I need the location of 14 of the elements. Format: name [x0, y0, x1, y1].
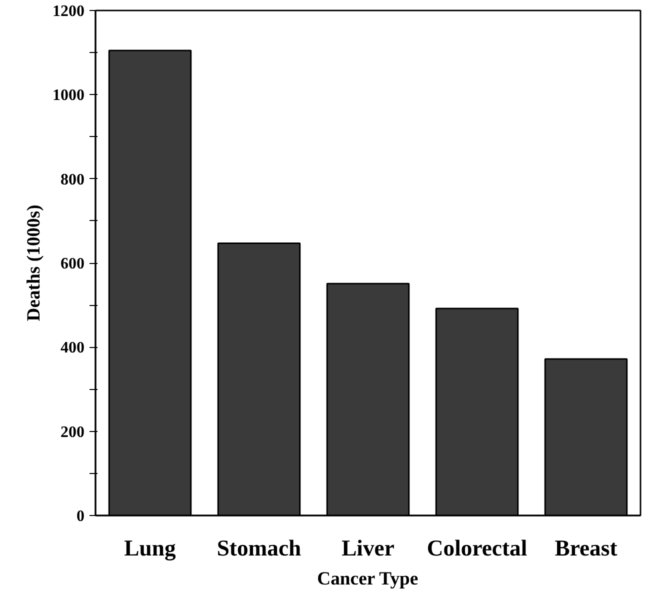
x-tick-label: Lung: [124, 536, 176, 560]
x-tick-label: Colorectal: [426, 536, 528, 560]
y-tick-label: 800: [60, 171, 84, 188]
y-tick-label: 600: [60, 256, 84, 272]
y-tick-label: 1000: [52, 87, 84, 104]
x-tick-label: Breast: [554, 536, 618, 560]
x-tick-label: Liver: [342, 536, 394, 560]
x-tick-label: Stomach: [216, 536, 302, 560]
y-tick-label: 1200: [52, 3, 84, 20]
y-tick-label: 0: [76, 508, 84, 525]
y-tick-label: 200: [60, 424, 84, 441]
y-tick-label: 400: [60, 340, 84, 357]
y-axis-title: Deaths (1000s): [24, 204, 44, 322]
x-axis-title: Cancer Type: [317, 568, 418, 590]
